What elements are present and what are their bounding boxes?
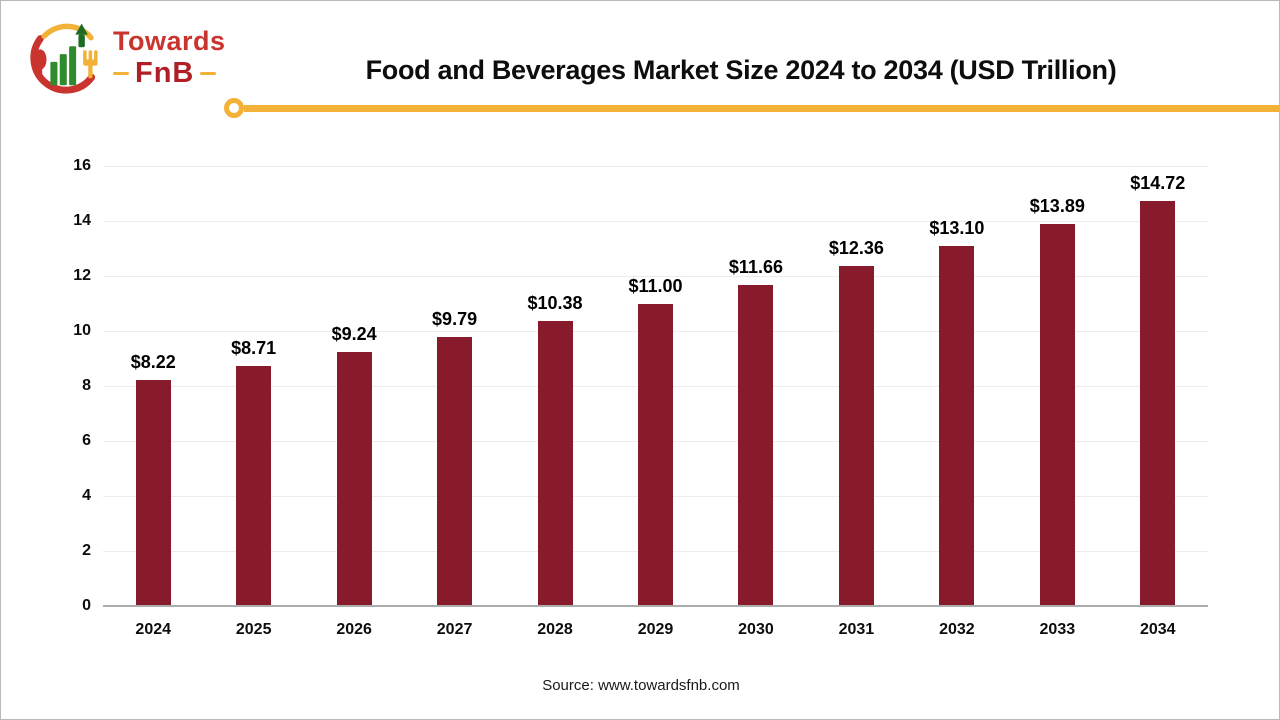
gridline bbox=[103, 166, 1208, 167]
bar-value-label: $8.71 bbox=[231, 338, 277, 359]
bar bbox=[236, 366, 272, 605]
x-tick-label: 2027 bbox=[436, 621, 473, 638]
bar bbox=[135, 379, 171, 605]
y-tick-label: 10 bbox=[73, 322, 91, 339]
divider-line bbox=[244, 105, 1279, 112]
bar-value-label: $12.36 bbox=[828, 238, 884, 259]
bar bbox=[838, 266, 874, 605]
y-tick-label: 6 bbox=[82, 432, 91, 449]
x-tick-label: 2029 bbox=[637, 621, 674, 638]
y-tick-label: 2 bbox=[82, 542, 91, 559]
y-tick-label: 12 bbox=[73, 267, 91, 284]
gridline bbox=[103, 276, 1208, 277]
bar-value-label: $14.72 bbox=[1130, 173, 1186, 194]
bar-value-label: $10.38 bbox=[527, 292, 583, 313]
bar-value-label: $13.89 bbox=[1029, 196, 1085, 217]
page-title: Food and Beverages Market Size 2024 to 2… bbox=[365, 55, 1117, 86]
bar-value-label: $9.79 bbox=[432, 308, 478, 329]
logo-dash-left bbox=[113, 72, 129, 75]
x-tick-label: 2031 bbox=[838, 621, 875, 638]
bar bbox=[1039, 224, 1075, 605]
logo-text-fnb: FnB bbox=[135, 57, 195, 89]
y-tick-label: 4 bbox=[82, 487, 91, 504]
x-tick-label: 2024 bbox=[135, 621, 172, 638]
y-tick-label: 14 bbox=[73, 212, 91, 229]
x-tick-label: 2033 bbox=[1039, 621, 1076, 638]
x-tick-label: 2032 bbox=[939, 621, 975, 638]
divider-ring-icon bbox=[224, 98, 244, 118]
bar bbox=[437, 336, 473, 605]
x-tick-label: 2030 bbox=[738, 621, 774, 638]
bar bbox=[336, 351, 372, 605]
towardsfnb-logo: Towards FnB bbox=[27, 17, 227, 99]
bar bbox=[738, 285, 774, 605]
gridline bbox=[103, 221, 1208, 222]
bar-value-label: $11.66 bbox=[728, 257, 783, 278]
logo-dash-right bbox=[200, 72, 217, 75]
bar bbox=[638, 303, 673, 605]
x-tick-label: 2028 bbox=[537, 621, 573, 638]
bar bbox=[939, 245, 975, 605]
x-axis-line bbox=[103, 605, 1208, 607]
bar bbox=[537, 320, 573, 605]
source-text: Source: www.towardsfnb.com bbox=[542, 677, 740, 694]
bar-value-label: $11.00 bbox=[628, 275, 683, 296]
logo-mark-icon bbox=[30, 23, 98, 94]
bar-value-label: $13.10 bbox=[929, 217, 985, 238]
y-tick-label: 16 bbox=[73, 157, 91, 174]
x-tick-label: 2034 bbox=[1139, 621, 1176, 638]
bar-value-label: $9.24 bbox=[331, 323, 377, 344]
bar bbox=[1140, 201, 1176, 605]
y-tick-label: 0 bbox=[82, 597, 91, 614]
logo-text-towards: Towards bbox=[113, 26, 226, 56]
y-tick-label: 8 bbox=[82, 377, 91, 394]
x-tick-label: 2025 bbox=[235, 621, 272, 638]
x-tick-label: 2026 bbox=[336, 621, 372, 638]
bar-value-label: $8.22 bbox=[130, 351, 176, 372]
logo-text: Towards FnB bbox=[113, 28, 226, 88]
